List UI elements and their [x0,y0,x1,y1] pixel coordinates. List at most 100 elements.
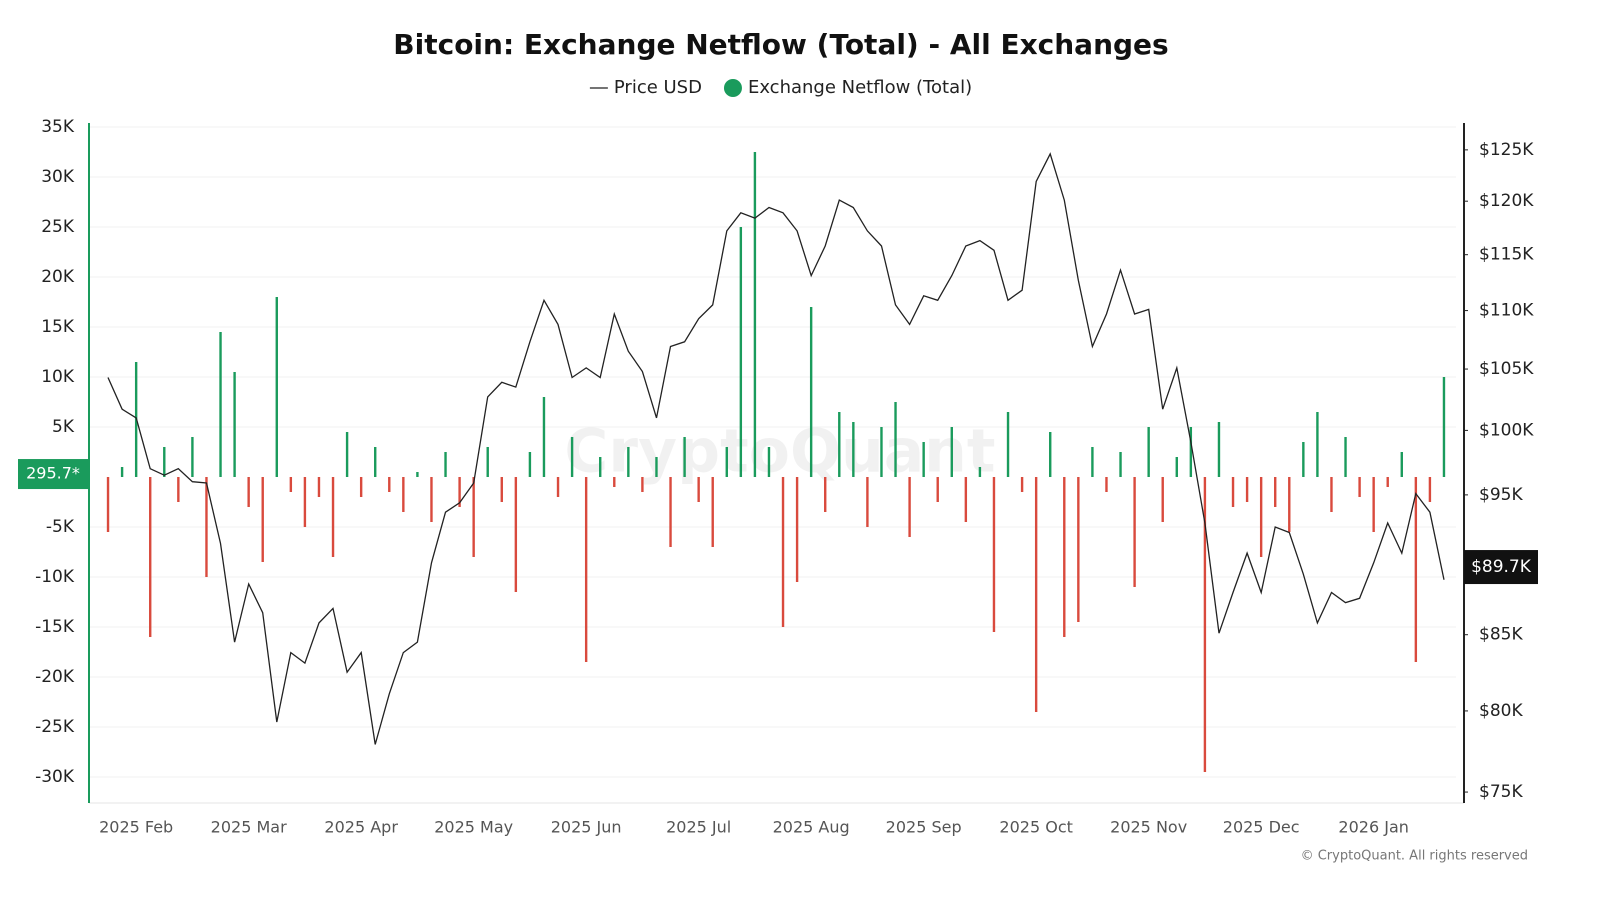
netflow-bar [1006,412,1010,477]
netflow-bar [1245,477,1249,502]
x-tick-label: 2025 Jul [666,818,731,837]
netflow-bar [753,152,757,477]
netflow-bar [781,477,785,627]
netflow-bar [1231,477,1235,507]
netflow-bar [430,477,433,522]
netflow-bar [1077,477,1080,622]
netflow-bar [978,467,982,477]
netflow-bar [852,422,855,477]
x-tick-label: 2025 May [434,818,513,837]
netflow-marker-box [18,459,88,490]
netflow-bar [683,437,686,477]
netflow-marker-label: 295.7* [26,464,80,483]
legend-swatch [723,79,742,97]
netflow-bar [964,477,968,522]
netflow-bar [824,477,827,512]
netflow-bar [795,477,799,582]
netflow-bar [1161,477,1164,522]
netflow-bar [303,477,307,527]
x-tick-label: 2025 Sep [886,818,962,837]
netflow-bar [556,477,560,497]
y-tick-label: 20K [41,267,75,287]
netflow-bar [1119,452,1122,477]
y-tick-label: 5K [52,417,75,437]
netflow-bar [331,477,335,557]
y2-tick-label: $75K [1479,782,1523,802]
netflow-bar [1288,477,1291,532]
netflow-bar [1203,477,1207,772]
netflow-bar [205,477,208,577]
netflow-bar [444,452,447,477]
netflow-bar [528,452,532,477]
legend-label: Exchange Netflow (Total) [748,77,972,98]
x-tick-label: 2026 Jan [1338,818,1408,837]
netflow-bar [120,467,124,477]
netflow-bar [1091,447,1094,477]
netflow-bar [500,477,503,502]
y2-tick-label: $120K [1479,191,1534,211]
netflow-bar [655,457,658,477]
netflow-bar [1358,477,1361,497]
netflow-bar [711,477,714,547]
netflow-bar [922,442,925,477]
y-tick-label: 10K [41,367,75,387]
netflow-bar [1049,432,1052,477]
y-tick-label: 35K [41,117,75,137]
y-tick-label: -5K [46,517,75,537]
netflow-bar [1175,457,1178,477]
netflow-bar [514,477,518,592]
y2-tick-label: $115K [1479,245,1534,265]
netflow-bar [1442,377,1446,477]
x-tick-label: 2025 Oct [999,818,1072,837]
netflow-bar [908,477,911,537]
netflow-bar [838,412,841,477]
netflow-bar [1316,412,1319,477]
netflow-bar [1330,477,1333,512]
y-tick-label: 15K [41,317,75,337]
netflow-bar [219,332,222,477]
netflow-bar [1217,422,1221,477]
y2-tick-label: $80K [1479,701,1523,721]
netflow-bar [1428,477,1432,502]
netflow-bar [1372,477,1375,532]
chart-title: Bitcoin: Exchange Netflow (Total) - All … [393,28,1168,61]
netflow-bar [936,477,939,502]
x-tick-label: 2025 Jun [551,818,622,837]
netflow-bar [992,477,996,632]
netflow-bar [1147,427,1150,477]
netflow-bar [374,447,377,477]
netflow-bar [767,447,771,477]
netflow-bar [1344,437,1347,477]
netflow-bar [570,437,574,477]
netflow-bar [261,477,264,562]
x-tick-label: 2025 Aug [773,818,850,837]
netflow-bar [458,477,461,507]
netflow-bar [950,427,953,477]
y2-tick-label: $105K [1479,359,1534,379]
netflow-bar [163,447,166,477]
y2-tick-label: $125K [1479,140,1534,160]
netflow-bar [866,477,869,527]
y2-tick-label: $100K [1479,420,1534,440]
netflow-bar [1133,477,1136,587]
netflow-bar [1274,477,1277,507]
legend: Price USD Exchange Netflow (Total) [589,77,972,98]
netflow-bar [599,457,602,477]
netflow-bar [1386,477,1389,487]
netflow-bar [1189,427,1193,477]
netflow-bar [1034,477,1038,712]
y-tick-label: -15K [35,617,75,637]
y2-tick-label: $85K [1479,625,1523,645]
legend-label: Price USD [614,77,702,98]
netflow-bar [472,477,475,557]
netflow-bar [1105,477,1108,492]
netflow-bar [880,427,883,477]
netflow-bar [317,477,321,497]
x-tick-label: 2025 Feb [99,818,173,837]
netflow-bar [233,372,236,477]
netflow-bar [1259,477,1263,557]
netflow-bar [1302,442,1305,477]
netflow-bar [106,477,110,532]
